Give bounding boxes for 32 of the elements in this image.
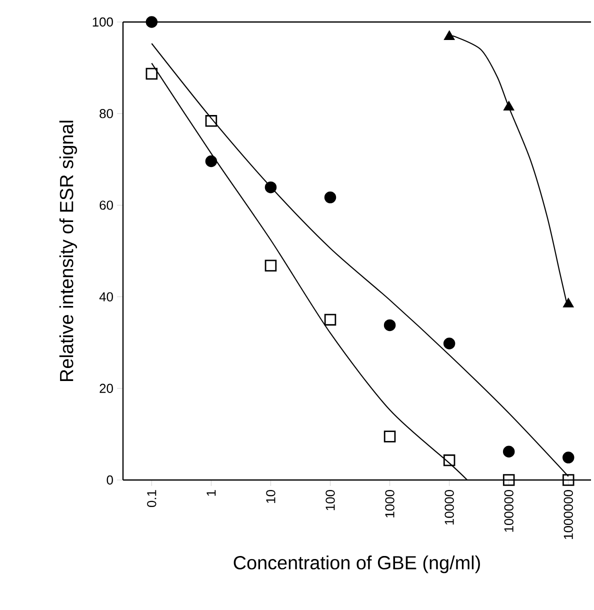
point: [384, 430, 396, 442]
point: [562, 474, 574, 486]
x-tick-label: 100000: [504, 490, 514, 532]
point: [502, 474, 515, 486]
point: [324, 192, 336, 204]
x-tick-label: 1000000: [564, 490, 573, 539]
point: [146, 68, 158, 80]
point: [205, 115, 218, 127]
point: [443, 338, 456, 350]
point: [264, 260, 277, 272]
x-tick-label: 1000: [385, 490, 394, 518]
y-axis-title: Relative intensity of ESR signal: [59, 120, 78, 381]
y-tick-label: 40: [99, 292, 113, 302]
point: [384, 319, 396, 332]
point: [264, 181, 277, 194]
y-tick-label: 20: [100, 384, 113, 393]
x-tick-label: 100: [326, 490, 335, 510]
point: [562, 452, 574, 464]
point: [324, 314, 336, 326]
x-tick-label: 1: [206, 490, 216, 496]
x-axis-title: Concentration of GBE (ng/ml): [234, 556, 480, 574]
x-tick-label: 10000: [444, 490, 454, 525]
x-tick-label: 0.1: [147, 490, 156, 508]
y-tick-label: 80: [100, 109, 113, 118]
y-tick-label: 0: [106, 475, 113, 485]
y-tick-label: 60: [100, 200, 113, 210]
y-tick-label: 100: [92, 17, 113, 27]
point: [502, 446, 515, 458]
x-tick-label: 10: [266, 490, 276, 503]
point: [146, 16, 158, 28]
point: [443, 454, 456, 466]
point: [205, 155, 218, 168]
